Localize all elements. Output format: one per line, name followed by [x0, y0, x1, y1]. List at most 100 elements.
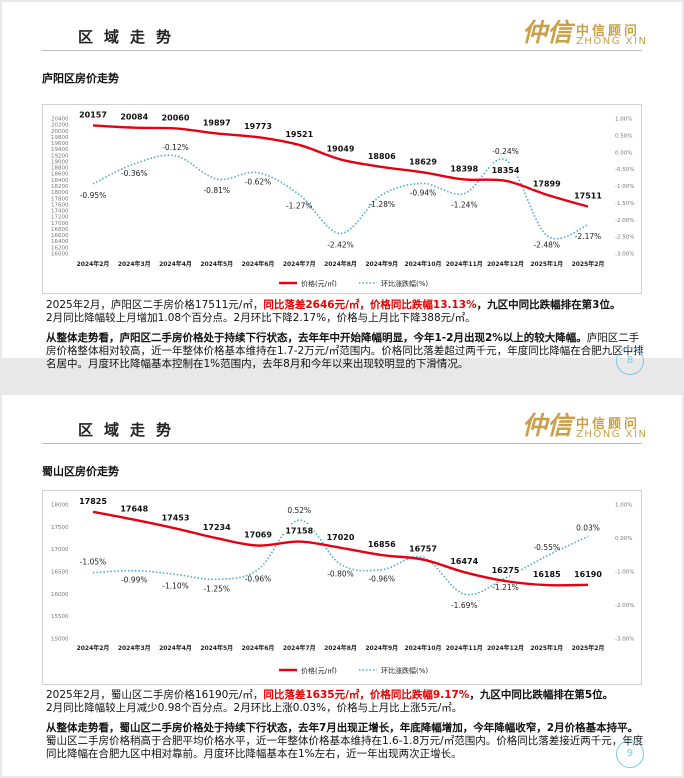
page-number: 9: [616, 740, 644, 768]
logo-en: ZHONG XIN: [576, 429, 648, 440]
slide-shushan: 区域走势 仲信 中信顾问 ZHONG XIN 蜀山区房价走势 18000 1750…: [2, 395, 682, 776]
price-label-bg: [284, 127, 315, 139]
y2-tick-label: 0.00%: [615, 150, 632, 156]
summary-rank: ，九区中同比跌幅排在第5位。: [469, 689, 614, 701]
y2-tick-label: 0.50%: [615, 133, 632, 139]
y-tick-label: 16800: [51, 227, 69, 233]
price-label-bg: [78, 108, 108, 120]
y-tick-label: 19200: [51, 153, 69, 159]
chart-svg: 18000 17500 17000 16500 16000 15500 15000 1.00%…: [51, 494, 634, 675]
pct-data-label: -0.96%: [245, 575, 272, 584]
x-tick-label: 2024年9月: [365, 644, 398, 652]
y2-tick-label: -2.00%: [615, 218, 634, 224]
pct-data-label: -2.17%: [575, 232, 602, 241]
summary-highlight: 同比落差1635元/㎡，价格同比跌幅9.17%: [263, 689, 470, 701]
price-label-bg: [531, 568, 562, 580]
pct-data-label: -1.28%: [368, 200, 395, 209]
pct-data-label: -2.48%: [533, 240, 560, 249]
x-tick-label: 2024年7月: [283, 260, 316, 268]
price-data-label: 20084: [120, 113, 148, 122]
pct-data-label: -0.81%: [203, 186, 230, 195]
trend-paragraph: 从整体走势看，蜀山区二手房价格处于持续下行状态，去年7月出现正增长，年底降幅增加…: [46, 722, 646, 761]
price-label-bg: [449, 162, 480, 174]
legend-price-label: 价格(元/㎡): [301, 279, 337, 288]
price-label-bg: [408, 542, 438, 554]
x-tick-label: 2024年9月: [365, 260, 398, 268]
y-tick-label: 17500: [51, 525, 69, 531]
pct-data-label: -1.27%: [286, 202, 313, 211]
pct-change-line: [92, 154, 589, 240]
price-label-bg: [201, 116, 232, 128]
y-tick-label: 17000: [51, 221, 69, 227]
price-data-label: 16185: [533, 570, 561, 579]
logo-mark: 仲信: [522, 18, 573, 47]
y-tick-label: 16400: [51, 239, 69, 245]
trend-paragraph: 从整体走势看，庐阳区二手房价格处于持续下行状态，去年年中开始降幅明显，今年1-2…: [46, 332, 646, 371]
x-tick-label: 2024年4月: [159, 260, 192, 268]
price-label-bg: [119, 110, 150, 122]
price-data-label: 17158: [285, 527, 313, 536]
price-label-bg: [78, 494, 108, 506]
pct-data-label: -0.12%: [162, 143, 189, 152]
slide-luyang: 区域走势 仲信 中信顾问 ZHONG XIN 庐阳区房价走势 20400 2020…: [2, 2, 682, 375]
pct-data-label: -0.99%: [121, 576, 148, 585]
pct-data-label: 0.52%: [287, 506, 311, 515]
price-data-label: 19521: [285, 130, 313, 139]
x-tick-label: 2024年6月: [242, 260, 275, 268]
price-label-bg: [325, 530, 356, 542]
x-tick-label: 2024年6月: [242, 644, 275, 652]
y-tick-label: 17800: [51, 196, 69, 202]
y-tick-label: 18800: [51, 166, 69, 172]
price-data-label: 20157: [79, 110, 107, 119]
y-tick-label: 20000: [51, 129, 69, 135]
legend-price-label: 价格(元/㎡): [301, 666, 337, 675]
y2-tick-label: -3.00%: [615, 252, 634, 258]
x-tick-label: 2025年2月: [572, 260, 605, 268]
price-label-bg: [243, 528, 273, 540]
y-tick-label: 15000: [51, 637, 69, 643]
pct-data-label: 0.03%: [576, 523, 600, 532]
x-tick-label: 2024年8月: [324, 644, 357, 652]
logo-cn: 中信顾问: [576, 417, 641, 432]
price-label-bg: [366, 149, 397, 161]
x-tick-label: 2024年2月: [77, 260, 110, 268]
price-label-bg: [573, 567, 603, 579]
price-label-bg: [531, 177, 562, 189]
zhongxin-logo: 仲信 中信顾问 ZHONG XIN: [522, 411, 652, 445]
y-tick-label: 16500: [51, 570, 69, 576]
pct-data-label: -1.25%: [203, 584, 230, 593]
pct-data-label: -0.80%: [327, 569, 354, 578]
pct-data-label: -0.24%: [492, 147, 519, 156]
trend-bold: 从整体走势看，庐阳区二手房价格处于持续下行状态，去年年中开始降幅明显，今年1-2…: [46, 332, 587, 344]
pct-data-label: -0.55%: [533, 543, 560, 552]
y-tick-label: 17600: [51, 202, 69, 208]
section-title: 区域走势: [78, 28, 183, 46]
pct-data-label: -1.24%: [451, 201, 478, 210]
price-line: [92, 510, 589, 587]
pct-data-label: -0.94%: [410, 188, 437, 197]
y2-tick-label: -3.00%: [615, 637, 634, 643]
pct-data-label: -1.21%: [492, 583, 519, 592]
zhongxin-logo: 仲信 中信顾问 ZHONG XIN: [522, 18, 652, 52]
price-label-bg: [449, 555, 480, 567]
price-data-label: 17453: [162, 513, 190, 522]
y2-tick-label: 1.00%: [615, 117, 632, 123]
price-data-label: 19897: [203, 118, 231, 127]
price-label-bg: [243, 120, 273, 132]
y-tick-label: 19400: [51, 147, 69, 153]
price-data-label: 18398: [450, 164, 478, 173]
trend-rest: 蜀山区二手房价格稍高于合肥平均价格水平，近一年整体价格基本维持在1.6-1.8万…: [46, 735, 644, 760]
price-data-label: 18629: [409, 157, 437, 166]
trend-rest: 庐阳区二手房价格整体相对较高，近一年整体价格基本维持在1.7-2万元/㎡范围内。…: [46, 332, 644, 370]
y-tick-label: 20400: [51, 117, 69, 123]
price-data-label: 17020: [327, 533, 355, 542]
price-data-label: 16474: [450, 557, 478, 566]
x-tick-label: 2024年11月: [446, 644, 483, 652]
price-data-label: 17069: [244, 531, 272, 540]
y-tick-label: 16200: [51, 245, 69, 251]
y2-tick-label: -1.50%: [615, 201, 634, 207]
pct-data-label: -2.42%: [327, 240, 354, 249]
summary-text-c: 2月同比降幅较上月增加1.08个百分点。2月环比下降2.17%，价格与上月比下降…: [46, 312, 476, 324]
y2-tick-label: -1.00%: [615, 184, 634, 190]
chart-svg: 2040020200200001980019600194001920019000…: [51, 108, 634, 288]
